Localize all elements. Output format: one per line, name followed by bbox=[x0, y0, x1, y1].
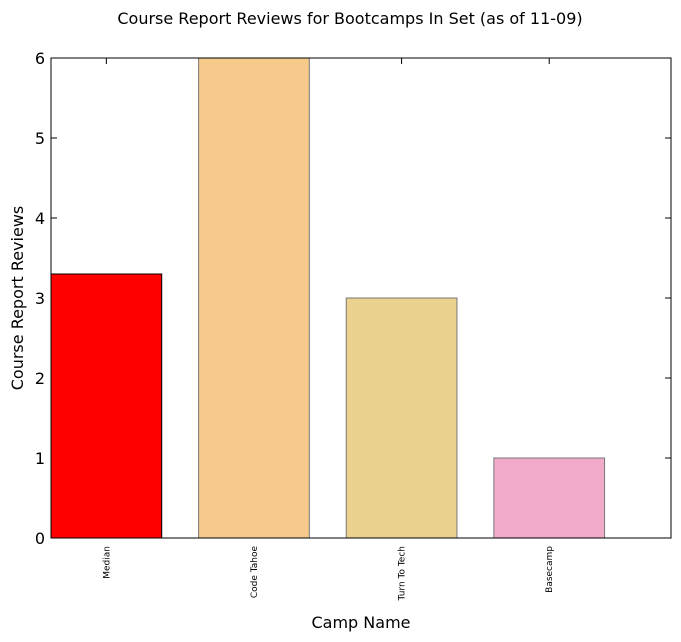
y-tick-label: 6 bbox=[35, 49, 45, 68]
y-tick-labels: 0 1 2 3 4 5 6 bbox=[35, 49, 45, 548]
y-tick-label: 0 bbox=[35, 529, 45, 548]
x-tick-label: Code Tahoe bbox=[250, 546, 260, 599]
y-tick-label: 4 bbox=[35, 209, 45, 228]
y-tick-label: 1 bbox=[35, 449, 45, 468]
y-tick-label: 3 bbox=[35, 289, 45, 308]
plot-frame bbox=[50, 57, 672, 539]
y-axis-label: Course Report Reviews bbox=[8, 206, 27, 391]
bar-basecamp bbox=[493, 457, 606, 539]
x-tick-labels: Median Code Tahoe Turn To Tech Basecamp bbox=[102, 546, 555, 602]
y-tick-label: 2 bbox=[35, 369, 45, 388]
bar-turn-to-tech bbox=[345, 297, 458, 539]
bars-group bbox=[50, 57, 606, 539]
x-axis-label: Camp Name bbox=[311, 613, 410, 632]
x-tick-label: Turn To Tech bbox=[398, 546, 408, 601]
x-tick-label: Median bbox=[102, 546, 112, 579]
chart-title: Course Report Reviews for Bootcamps In S… bbox=[117, 9, 582, 28]
y-tick-label: 5 bbox=[35, 129, 45, 148]
bar-median bbox=[50, 273, 163, 539]
x-tick-label: Basecamp bbox=[545, 546, 555, 593]
bar-code-tahoe bbox=[198, 57, 310, 539]
